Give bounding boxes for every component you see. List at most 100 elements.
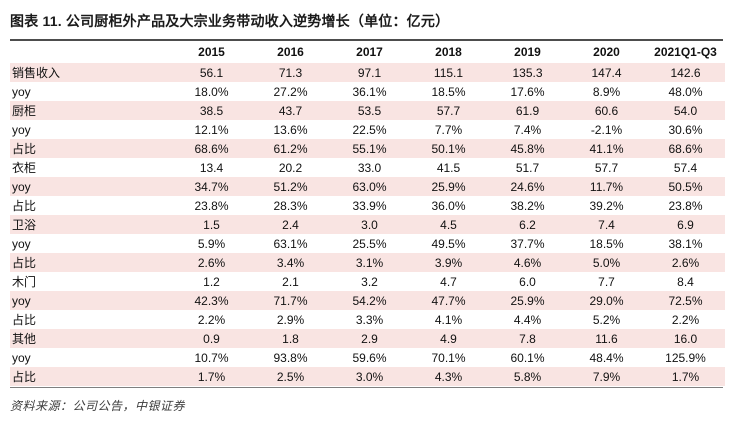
table-row: yoy 18.0% 27.2% 36.1% 18.5% 17.6% 8.9% 48.0% [10, 82, 725, 101]
value-cell: 54.0 [673, 103, 698, 118]
value-cell: 27.2% [273, 84, 308, 99]
header-cell-year: 2016 [277, 45, 304, 59]
value-cell: 41.1% [589, 141, 624, 156]
table-row: 占比 68.6% 61.2% 55.1% 50.1% 45.8% 41.1% 68.6% [10, 139, 725, 158]
header-cell-year: 2020 [593, 45, 620, 59]
row-label: 占比 [12, 256, 37, 270]
value-cell: 2.4 [282, 217, 299, 232]
row-label: 衣柜 [12, 161, 37, 175]
header-cell-year: 2015 [198, 45, 225, 59]
row-label: yoy [12, 236, 31, 251]
value-cell: 53.5 [357, 103, 382, 118]
value-cell: 20.2 [278, 160, 303, 175]
table-row: 占比 1.7% 2.5% 3.0% 4.3% 5.8% 7.9% 1.7% [10, 367, 725, 386]
row-label: yoy [12, 179, 31, 194]
value-cell: 147.4 [591, 65, 622, 80]
value-cell: 30.6% [668, 122, 703, 137]
value-cell: 25.9% [431, 179, 466, 194]
value-cell: 29.0% [589, 293, 624, 308]
value-cell: 1.7% [197, 369, 226, 384]
value-cell: 11.6 [595, 331, 618, 346]
table-row: 木门 1.2 2.1 3.2 4.7 6.0 7.7 8.4 [10, 272, 725, 291]
row-label: 占比 [12, 199, 37, 213]
value-cell: 5.8% [513, 369, 542, 384]
value-cell: -2.1% [590, 122, 623, 137]
row-label: 其他 [12, 332, 37, 346]
value-cell: 6.0 [519, 274, 536, 289]
row-label: 占比 [12, 370, 37, 384]
value-cell: 135.3 [512, 65, 543, 80]
value-cell: 59.6% [352, 350, 387, 365]
table-row: yoy 42.3% 71.7% 54.2% 47.7% 25.9% 29.0% 72.5% [10, 291, 725, 310]
bottom-rule [10, 387, 723, 388]
value-cell: 33.9% [352, 198, 387, 213]
value-cell: 3.1% [355, 255, 384, 270]
table-row: 卫浴 1.5 2.4 3.0 4.5 6.2 7.4 6.9 [10, 215, 725, 234]
value-cell: 3.3% [355, 312, 384, 327]
value-cell: 63.0% [352, 179, 387, 194]
value-cell: 49.5% [431, 236, 466, 251]
row-label: yoy [12, 293, 31, 308]
value-cell: 42.3% [194, 293, 229, 308]
value-cell: 18.5% [589, 236, 624, 251]
value-cell: 36.0% [431, 198, 466, 213]
row-label: 占比 [12, 313, 37, 327]
value-cell: 3.0 [361, 217, 378, 232]
source-note: 资料来源：公司公告，中银证券 [10, 399, 186, 413]
data-table: 2015 2016 2017 2018 2019 2020 2021Q1-Q3 销售收入 56… [10, 41, 725, 386]
value-cell: 38.5 [199, 103, 224, 118]
table-row: 占比 2.6% 3.4% 3.1% 3.9% 4.6% 5.0% 2.6% [10, 253, 725, 272]
row-label: 销售收入 [12, 66, 61, 80]
value-cell: 51.7 [515, 160, 540, 175]
value-cell: 57.7 [594, 160, 619, 175]
value-cell: 5.2% [592, 312, 621, 327]
value-cell: 17.6% [510, 84, 545, 99]
value-cell: 2.9% [276, 312, 305, 327]
value-cell: 25.5% [352, 236, 387, 251]
value-cell: 54.2% [352, 293, 387, 308]
row-label: 木门 [12, 275, 37, 289]
value-cell: 71.3 [278, 65, 303, 80]
figure-title: 图表 11. 公司厨柜外产品及大宗业务带动收入逆势增长（单位：亿元） [10, 13, 450, 29]
value-cell: 16.0 [673, 331, 698, 346]
value-cell: 47.7% [431, 293, 466, 308]
value-cell: 37.7% [510, 236, 545, 251]
row-label: 厨柜 [12, 104, 37, 118]
value-cell: 142.6 [670, 65, 701, 80]
value-cell: 7.8 [519, 331, 536, 346]
row-label: 卫浴 [12, 218, 37, 232]
value-cell: 10.7% [194, 350, 229, 365]
value-cell: 4.5 [440, 217, 457, 232]
value-cell: 1.2 [203, 274, 220, 289]
value-cell: 60.6 [594, 103, 619, 118]
table-row: yoy 10.7% 93.8% 59.6% 70.1% 60.1% 48.4% 125.9% [10, 348, 725, 367]
value-cell: 61.9 [515, 103, 540, 118]
value-cell: 4.4% [513, 312, 542, 327]
value-cell: 3.2 [361, 274, 378, 289]
value-cell: 60.1% [510, 350, 545, 365]
value-cell: 28.3% [273, 198, 308, 213]
value-cell: 72.5% [668, 293, 703, 308]
value-cell: 7.9% [592, 369, 621, 384]
value-cell: 34.7% [194, 179, 229, 194]
value-cell: 38.2% [510, 198, 545, 213]
table-row: yoy 12.1% 13.6% 22.5% 7.7% 7.4% -2.1% 30.6% [10, 120, 725, 139]
value-cell: 68.6% [668, 141, 703, 156]
value-cell: 4.9 [440, 331, 457, 346]
value-cell: 2.2% [671, 312, 700, 327]
value-cell: 57.4 [673, 160, 698, 175]
table-row: yoy 5.9% 63.1% 25.5% 49.5% 37.7% 18.5% 38.1% [10, 234, 725, 253]
value-cell: 63.1% [273, 236, 308, 251]
value-cell: 2.9 [361, 331, 378, 346]
value-cell: 5.9% [197, 236, 226, 251]
value-cell: 50.5% [668, 179, 703, 194]
value-cell: 4.1% [434, 312, 463, 327]
value-cell: 48.4% [589, 350, 624, 365]
value-cell: 13.4 [199, 160, 224, 175]
top-rule [10, 39, 723, 41]
value-cell: 4.7 [440, 274, 457, 289]
header-cell-year: 2017 [356, 45, 383, 59]
header-cell-year: 2018 [435, 45, 462, 59]
value-cell: 2.6% [671, 255, 700, 270]
value-cell: 22.5% [352, 122, 387, 137]
